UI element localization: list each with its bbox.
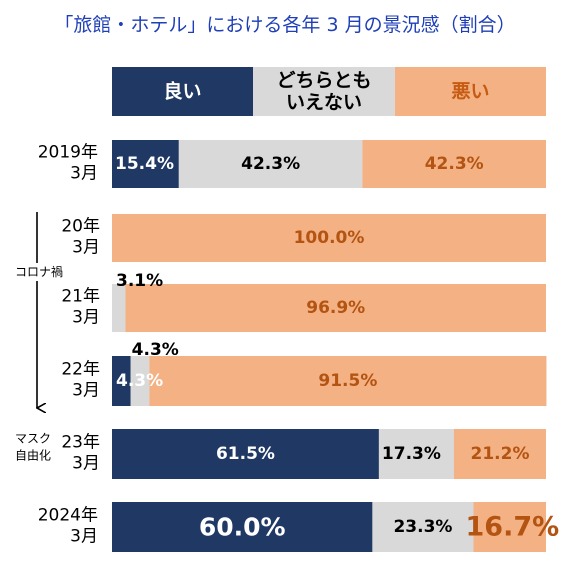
bar-5-1: [372, 502, 474, 552]
bar-2-1: [112, 284, 126, 332]
value-label-2-1: 3.1%: [116, 271, 163, 291]
value-label-0-0: 15.4%: [115, 154, 174, 174]
category-label-1: 20年 3月: [61, 217, 100, 258]
value-label-1-2: 100.0%: [294, 228, 365, 248]
value-label-3-1: 4.3%: [132, 340, 179, 360]
bar-4-2: [453, 429, 546, 479]
category-labels: 2019年 3月 20年 3月 21年 3月 22年 3月 23年 3月 2024年 3月: [38, 143, 100, 547]
bar-0-2: [362, 140, 546, 188]
legend-label-2: 悪い: [451, 81, 489, 103]
value-label-4-1: 17.3%: [382, 444, 441, 464]
category-label-3: 22年 3月: [61, 360, 100, 401]
category-label-0: 2019年 3月: [38, 143, 98, 184]
legend: 良い どちらともいえない 悪い: [112, 67, 546, 116]
value-label-4-2: 21.2%: [471, 444, 530, 464]
value-label-0-1: 42.3%: [241, 154, 300, 174]
category-label-5: 2024年 3月: [38, 506, 98, 547]
bar-3-1: [130, 356, 150, 406]
value-label-3-0: 4.3%: [116, 371, 163, 391]
legend-swatch-1: [253, 67, 395, 116]
bar-0-0: [112, 140, 179, 188]
bar-3-2: [149, 356, 547, 406]
value-label-5-0: 60.0%: [199, 513, 286, 542]
bar-1-2: [112, 214, 546, 262]
legend-swatch-0: [112, 67, 253, 116]
legend-label-1: どちらともいえない: [276, 70, 371, 114]
bars: 15.4% 42.3% 42.3% 100.0% 3.1% 96.9% 4.3% 4.3% 91…: [112, 140, 559, 552]
bar-5-2: [473, 502, 546, 552]
bar-4-1: [378, 429, 454, 479]
value-label-0-2: 42.3%: [425, 154, 484, 174]
corona-label-bg: [11, 263, 67, 281]
bar-3-0: [112, 356, 131, 406]
mask-label: マスク自由化: [15, 432, 51, 463]
chart-title: 「旅館・ホテル」における各年 3 月の景況感（割合）: [54, 14, 516, 36]
corona-label: コロナ禍: [15, 264, 63, 279]
bar-2-2: [125, 284, 546, 332]
value-label-5-2: 16.7%: [466, 512, 560, 543]
category-label-2: 21年 3月: [61, 287, 100, 328]
value-label-5-1: 23.3%: [393, 517, 452, 537]
bar-5-0: [112, 502, 373, 552]
value-label-3-2: 91.5%: [318, 371, 377, 391]
legend-swatch-2: [395, 67, 546, 116]
bar-4-0: [112, 429, 379, 479]
bar-0-1: [178, 140, 363, 188]
value-label-4-0: 61.5%: [216, 444, 275, 464]
category-label-4: 23年 3月: [61, 433, 100, 474]
value-label-2-2: 96.9%: [306, 298, 365, 318]
legend-label-0: 良い: [163, 80, 201, 103]
